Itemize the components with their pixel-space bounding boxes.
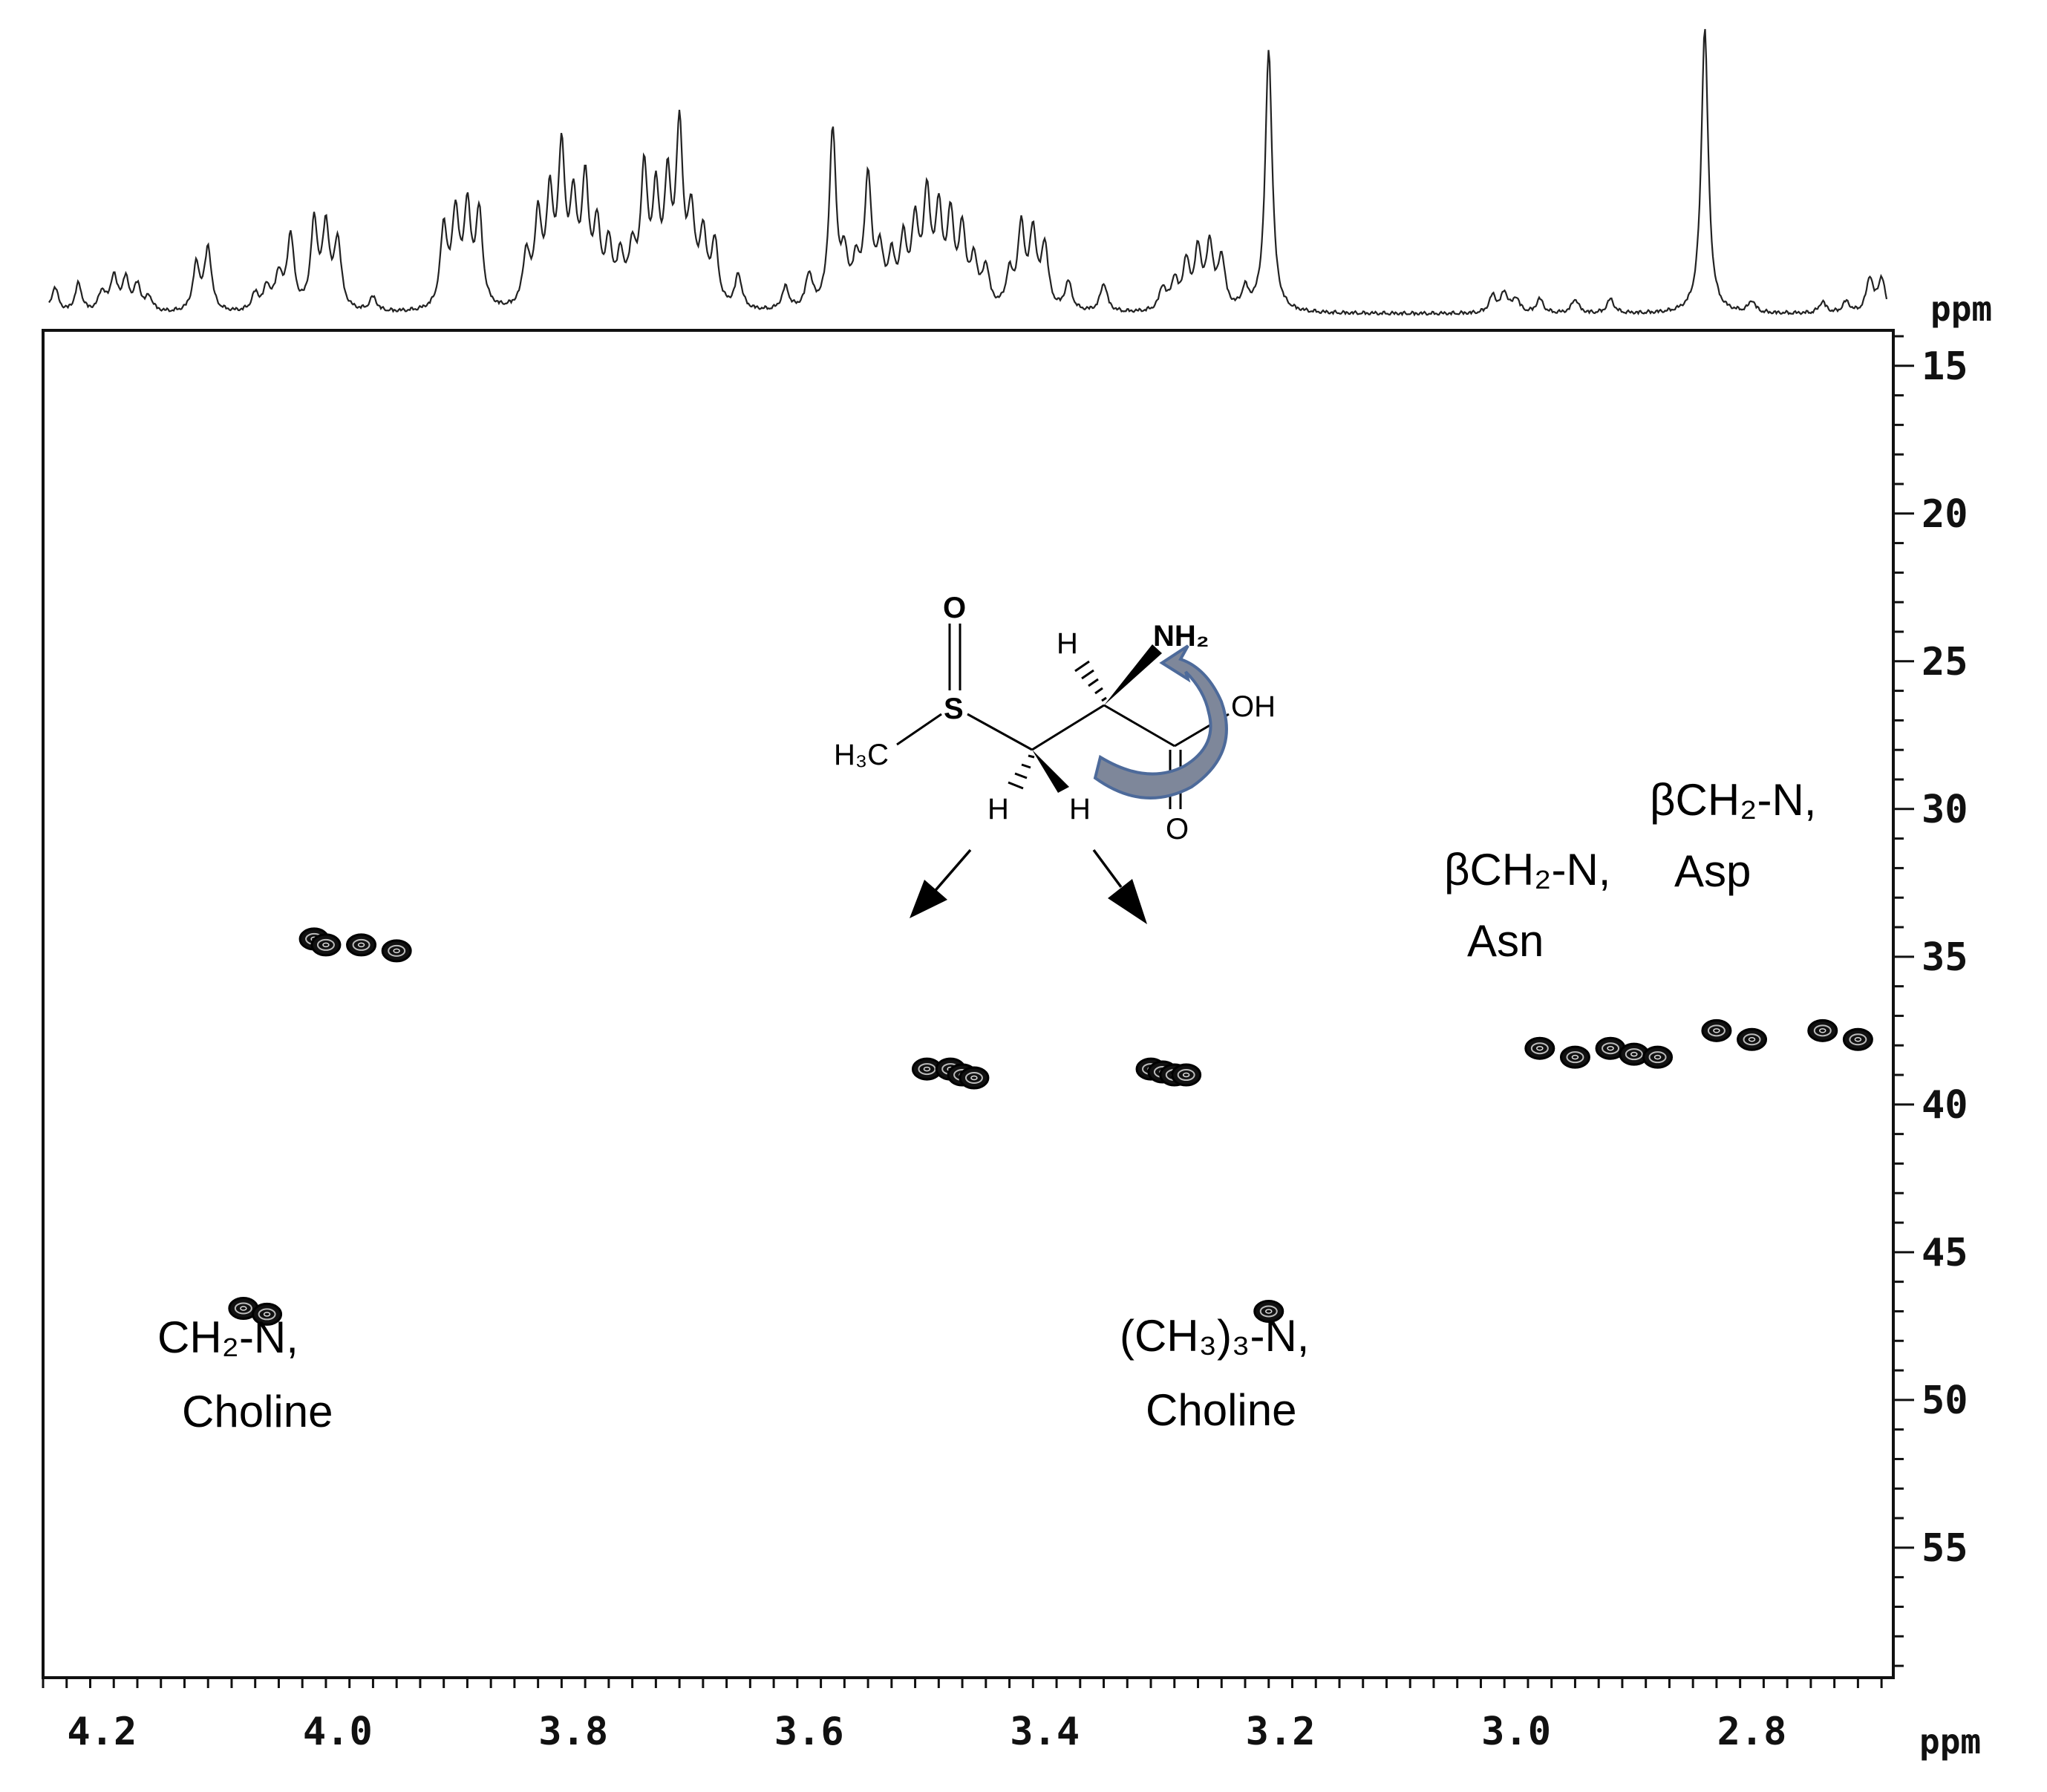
cross-peak: [1253, 1299, 1284, 1323]
wedge-bond-nh2: [1104, 644, 1162, 705]
y-tick-label: 45: [1922, 1231, 1968, 1275]
methyl-label: H₃C: [834, 739, 889, 771]
y-axis-unit: ppm: [1930, 289, 1992, 329]
cross-peak: [1171, 1063, 1202, 1087]
cross-peaks: [228, 927, 1873, 1326]
wedge-bond-h-beta: [1032, 750, 1069, 793]
y-tick-label: 25: [1922, 640, 1968, 684]
cb-ca-bond: [1031, 704, 1105, 751]
x-tick-label: 3.6: [774, 1710, 844, 1754]
cross-peak: [346, 933, 377, 957]
cross-peak: [1524, 1036, 1555, 1060]
x-tick-label: 3.8: [538, 1710, 608, 1754]
y-tick-label: 55: [1922, 1526, 1968, 1571]
h-beta-right-label: H: [1069, 793, 1091, 825]
annotation-choline-ch3: (CH₃)₃-N, Choline: [1120, 1311, 1309, 1435]
x-tick-label: 3.2: [1246, 1710, 1316, 1754]
pointer-arrow-left: [910, 848, 972, 918]
svg-text:Asp: Asp: [1674, 846, 1751, 896]
annotation-asp: βCH₂-N, Asp: [1650, 775, 1816, 896]
ca-c-bond: [1103, 704, 1175, 748]
carbonyl-oxygen-label: O: [1166, 813, 1189, 846]
methionine-sulfoxide-structure: O S H₃C NH₂ OH O H H H: [834, 592, 1276, 846]
x-tick-label: 3.0: [1481, 1710, 1551, 1754]
y-tick-label: 20: [1922, 492, 1968, 537]
h-beta-left-label: H: [987, 793, 1009, 825]
cross-peak: [1642, 1045, 1674, 1069]
cross-peak: [959, 1066, 990, 1090]
h-alpha-label: H: [1057, 627, 1078, 660]
x-axis-unit: ppm: [1919, 1721, 1981, 1762]
svg-text:Asn: Asn: [1467, 916, 1544, 966]
y-tick-label: 15: [1922, 344, 1968, 389]
annotation-asn: βCH₂-N, Asn: [1444, 845, 1610, 966]
x-tick-label: 4.2: [67, 1710, 137, 1754]
cross-peak: [228, 1296, 259, 1320]
cross-peak: [1842, 1027, 1873, 1051]
cross-peak: [1559, 1045, 1590, 1069]
svg-text:CH₂-N,: CH₂-N,: [157, 1312, 298, 1362]
x-tick-label: 2.8: [1717, 1710, 1787, 1754]
x-tick-label: 4.0: [303, 1710, 373, 1754]
cross-peak: [1737, 1027, 1768, 1051]
hash-bond-h-beta-left: [1008, 754, 1035, 790]
svg-text:βCH₂-N,: βCH₂-N,: [1650, 775, 1816, 825]
y-tick-label: 40: [1922, 1083, 1968, 1128]
annotation-choline-ch2: CH₂-N, Choline: [157, 1312, 333, 1436]
hash-bond-h-alpha: [1074, 660, 1107, 702]
cross-peak: [310, 933, 342, 957]
s-cb-bond: [967, 713, 1033, 751]
curved-arrow-icon: [1093, 644, 1228, 799]
svg-text:Choline: Choline: [1146, 1385, 1296, 1435]
oxygen-top-label: O: [943, 592, 966, 624]
amine-label: NH₂: [1153, 620, 1209, 653]
y-tick-label: 50: [1922, 1379, 1968, 1423]
cross-peak: [252, 1302, 283, 1326]
svg-text:Choline: Choline: [182, 1387, 333, 1436]
sulfur-label: S: [944, 693, 964, 725]
methyl-s-bond: [896, 713, 942, 746]
cross-peak: [1701, 1018, 1732, 1042]
1d-proton-spectrum: [48, 29, 1888, 317]
plot-frame: [42, 329, 1895, 1679]
x-tick-label: 3.4: [1010, 1710, 1080, 1754]
y-tick-label: 30: [1922, 788, 1968, 832]
x-axis: 4.2 4.0 3.8 3.6 3.4 3.2 3.0 2.8: [42, 1678, 1883, 1754]
svg-text:(CH₃)₃-N,: (CH₃)₃-N,: [1120, 1311, 1309, 1361]
y-axis: 15 20 25 30 35 40 45 50 55: [1893, 335, 1968, 1667]
svg-text:βCH₂-N,: βCH₂-N,: [1444, 845, 1610, 895]
cross-peak: [381, 939, 412, 963]
pointer-arrow-right: [1092, 848, 1147, 924]
y-tick-label: 35: [1922, 935, 1968, 980]
hydroxyl-label: OH: [1231, 690, 1276, 723]
cross-peak: [1807, 1018, 1838, 1042]
